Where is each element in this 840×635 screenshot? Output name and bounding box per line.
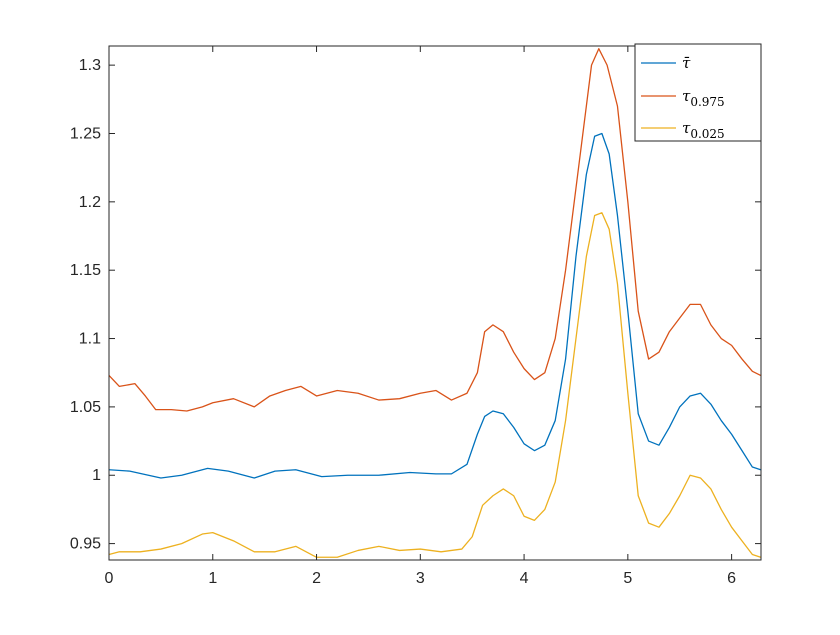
y-tick-label: 1.2 — [79, 194, 101, 211]
y-tick-label: 1 — [92, 467, 101, 484]
legend: τ̄ τ0.975 τ0.025 — [634, 43, 762, 142]
y-tick-label: 1.05 — [70, 399, 101, 416]
x-tick-label: 4 — [520, 570, 529, 587]
plot-frame — [108, 45, 762, 561]
legend-label-2: τ0.025 — [682, 119, 725, 141]
x-tick-label: 0 — [105, 570, 114, 587]
series-line-1 — [108, 48, 761, 412]
y-tick-label: 1.3 — [79, 57, 101, 74]
x-tick-label: 3 — [416, 570, 425, 587]
y-tick-label: 1.1 — [79, 331, 101, 348]
x-tick-label: 2 — [312, 570, 321, 587]
legend-label-1: τ0.975 — [682, 87, 725, 109]
x-tick-label: 5 — [623, 570, 632, 587]
x-tick-label: 1 — [208, 570, 217, 587]
series-line-2 — [108, 212, 761, 558]
series-layer — [108, 48, 761, 558]
series-line-0 — [108, 132, 761, 479]
legend-label-0: τ̄ — [682, 54, 691, 72]
x-tick-label: 6 — [727, 570, 736, 587]
y-tick-label: 0.95 — [70, 536, 101, 553]
y-axis: 0.95 1 1.05 1.1 1.15 1.2 1.25 1.3 — [70, 57, 761, 553]
legend-box — [634, 43, 762, 142]
y-tick-label: 1.25 — [70, 125, 101, 142]
y-tick-label: 1.15 — [70, 262, 101, 279]
